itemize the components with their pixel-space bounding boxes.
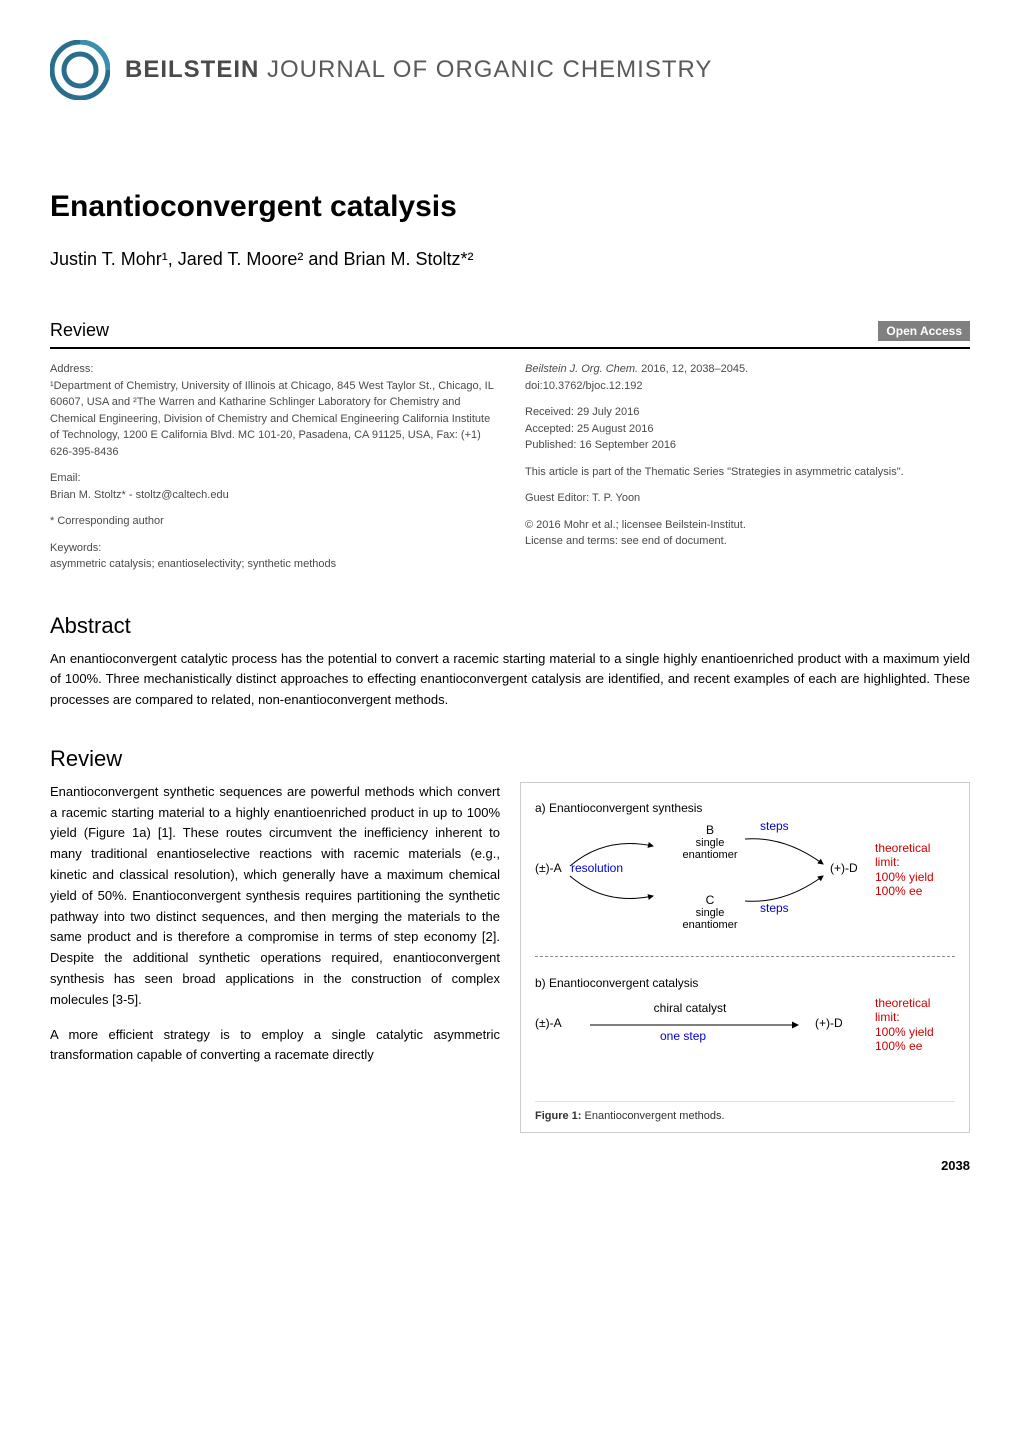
review-text-column: Enantioconvergent synthetic sequences ar… [50, 782, 500, 1080]
journal-name: BEILSTEIN JOURNAL OF ORGANIC CHEMISTRY [125, 56, 712, 84]
open-access-badge: Open Access [878, 321, 970, 341]
metadata-right-column: Beilstein J. Org. Chem. 2016, 12, 2038–2… [525, 361, 970, 573]
figure-dashed-separator [535, 956, 955, 957]
beilstein-logo-icon [50, 40, 110, 100]
article-title: Enantioconvergent catalysis [50, 190, 970, 224]
figure-caption-text: Enantioconvergent methods. [581, 1110, 724, 1122]
authors-line: Justin T. Mohr¹, Jared T. Moore² and Bri… [50, 249, 970, 270]
dates-block: Received: 29 July 2016 Accepted: 25 Augu… [525, 404, 970, 454]
figure-node-b: B singleenantiomer [675, 823, 745, 861]
page-number: 2038 [50, 1158, 970, 1173]
citation-block: Beilstein J. Org. Chem. 2016, 12, 2038–2… [525, 361, 970, 394]
figure-node-a: (±)-A [535, 861, 562, 875]
journal-name-bold: BEILSTEIN [125, 56, 259, 83]
figure-caption-bold: Figure 1: [535, 1110, 581, 1122]
figure-chiral-catalyst: chiral catalyst [630, 1001, 750, 1015]
copyright-block: © 2016 Mohr et al.; licensee Beilstein-I… [525, 517, 970, 550]
review-header: Review Open Access [50, 320, 970, 349]
corresponding-author: * Corresponding author [50, 513, 495, 530]
address-label: Address: [50, 361, 495, 378]
review-content-grid: Enantioconvergent synthetic sequences ar… [50, 782, 970, 1133]
figure-b-sublabel: singleenantiomer [675, 837, 745, 861]
metadata-section: Address: ¹Department of Chemistry, Unive… [50, 361, 970, 573]
address-text: ¹Department of Chemistry, University of … [50, 378, 495, 461]
email-block: Email: Brian M. Stoltz* - stoltz@caltech… [50, 470, 495, 503]
figure-1-diagram: a) Enantioconvergent synthesis (±)-A res… [535, 801, 955, 1091]
figure-1-box: a) Enantioconvergent synthesis (±)-A res… [520, 782, 970, 1133]
guest-editor: Guest Editor: T. P. Yoon [525, 490, 970, 507]
copyright-text: © 2016 Mohr et al.; licensee Beilstein-I… [525, 517, 970, 534]
keywords-text: asymmetric catalysis; enantioselectivity… [50, 556, 495, 573]
figure-theoretical-limit-top: theoreticallimit:100% yield100% ee [875, 841, 950, 899]
journal-header: BEILSTEIN JOURNAL OF ORGANIC CHEMISTRY [50, 40, 970, 100]
figure-arrow-a-to-b-icon [565, 836, 660, 906]
figure-c-sublabel: singleenantiomer [675, 907, 745, 931]
email-text: Brian M. Stoltz* - stoltz@caltech.edu [50, 487, 495, 504]
keywords-block: Keywords: asymmetric catalysis; enantios… [50, 540, 495, 573]
received-date: Received: 29 July 2016 [525, 404, 970, 421]
citation-rest: 2016, 12, 2038–2045. [638, 363, 748, 375]
license-text: License and terms: see end of document. [525, 533, 970, 550]
address-block: Address: ¹Department of Chemistry, Unive… [50, 361, 495, 460]
keywords-label: Keywords: [50, 540, 495, 557]
figure-arrow-bc-to-d-icon [740, 831, 830, 909]
figure-section-b-title: b) Enantioconvergent catalysis [535, 976, 698, 990]
abstract-heading: Abstract [50, 613, 970, 639]
accepted-date: Accepted: 25 August 2016 [525, 421, 970, 438]
figure-section-a-title: a) Enantioconvergent synthesis [535, 801, 702, 815]
thematic-series: This article is part of the Thematic Ser… [525, 464, 970, 481]
review-heading: Review [50, 746, 970, 772]
figure-node-d-bottom: (+)-D [815, 1016, 843, 1030]
review-paragraph-2: A more efficient strategy is to employ a… [50, 1025, 500, 1067]
figure-node-d-top: (+)-D [830, 861, 858, 875]
figure-node-c: C singleenantiomer [675, 893, 745, 931]
figure-one-step: one step [660, 1029, 706, 1043]
figure-theoretical-limit-bottom: theoreticallimit:100% yield100% ee [875, 996, 950, 1054]
figure-1-caption: Figure 1: Enantioconvergent methods. [535, 1101, 955, 1122]
journal-name-rest: JOURNAL OF ORGANIC CHEMISTRY [259, 56, 712, 83]
review-type-label: Review [50, 320, 109, 341]
metadata-left-column: Address: ¹Department of Chemistry, Unive… [50, 361, 495, 573]
abstract-text: An enantioconvergent catalytic process h… [50, 649, 970, 711]
review-paragraph-1: Enantioconvergent synthetic sequences ar… [50, 782, 500, 1011]
figure-node-a-bottom: (±)-A [535, 1016, 562, 1030]
doi-text: doi:10.3762/bjoc.12.192 [525, 378, 970, 395]
citation-italic: Beilstein J. Org. Chem. [525, 363, 638, 375]
published-date: Published: 16 September 2016 [525, 437, 970, 454]
email-label: Email: [50, 470, 495, 487]
